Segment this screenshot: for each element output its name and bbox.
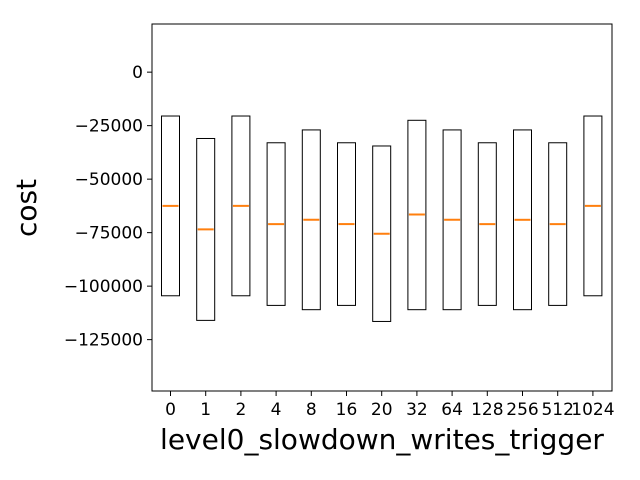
x-tick-label: 4 <box>271 400 282 420</box>
box <box>301 129 321 311</box>
box <box>196 137 216 321</box>
x-tick-label: 64 <box>441 400 463 420</box>
x-axis-label: level0_slowdown_writes_trigger <box>160 423 604 456</box>
x-tick-label: 20 <box>371 400 393 420</box>
plot-area: 0 −25000 −50000 −75000 −100000 −125000 0 1 2 4 8 16… <box>64 63 615 420</box>
box <box>372 145 392 322</box>
box <box>477 142 497 306</box>
box <box>513 129 532 311</box>
x-tick-label: 2 <box>235 400 246 420</box>
y-axis-label: cost <box>10 179 43 237</box>
box <box>337 142 356 306</box>
x-tick-label: 32 <box>406 400 428 420</box>
y-tick-label: −25000 <box>75 117 143 137</box>
box <box>407 119 427 311</box>
y-tick-label: −75000 <box>75 224 143 244</box>
x-tick-label: 512 <box>541 400 573 420</box>
x-tick-label: 256 <box>506 400 538 420</box>
box <box>231 115 251 297</box>
box <box>266 142 286 306</box>
axes-frame <box>151 23 613 392</box>
box <box>442 129 462 311</box>
x-tick-label: 0 <box>165 400 176 420</box>
x-tick-label: 8 <box>306 400 317 420</box>
y-tick-label: −125000 <box>64 331 143 351</box>
x-tick-label: 1024 <box>571 400 614 420</box>
y-tick-label: −50000 <box>75 170 143 190</box>
box <box>161 115 180 297</box>
box <box>583 115 603 297</box>
x-tick-label: 16 <box>336 400 358 420</box>
y-tick-label: 0 <box>132 63 143 83</box>
y-tick-label: −100000 <box>64 277 143 297</box>
box <box>548 142 568 306</box>
x-tick-label: 128 <box>471 400 503 420</box>
x-tick-label: 1 <box>200 400 211 420</box>
